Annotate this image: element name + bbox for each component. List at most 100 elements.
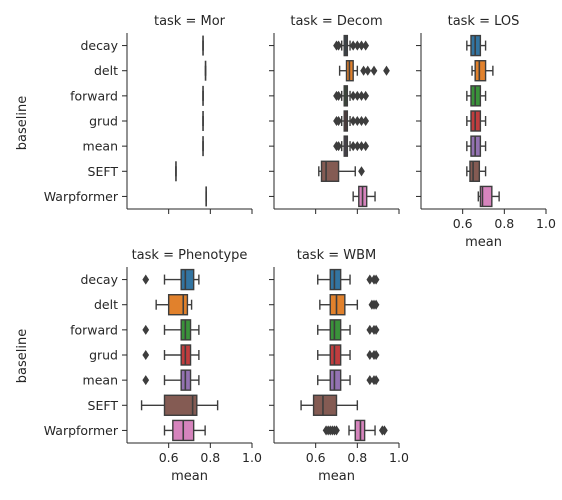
x-axis-label: mean: [465, 235, 502, 250]
panel-title: task = LOS: [448, 14, 520, 29]
box-Warpformer: [322, 419, 388, 442]
outlier-point: [335, 90, 342, 101]
y-tick-label: mean: [83, 373, 118, 388]
box-decay: [317, 268, 380, 291]
outlier-point: [362, 40, 370, 51]
box-forward: [333, 85, 370, 107]
box-grud: [317, 344, 380, 366]
outlier-point: [142, 274, 150, 285]
box-grud: [466, 110, 487, 132]
box-mean: [466, 135, 487, 157]
ylabel-bottom: baseline: [15, 329, 30, 383]
y-tick-label: grud: [89, 348, 118, 363]
x-tick-label: 0.8: [347, 450, 367, 465]
box-delt: [155, 294, 193, 316]
x-tick-label: 0.6: [159, 450, 179, 465]
ylabel-top: baseline: [15, 96, 30, 150]
box-delt: [319, 294, 380, 316]
panel-3: task = LOS 0.6 0.8 1.0 mean: [416, 14, 556, 250]
x-tick-label: 0.6: [453, 216, 473, 231]
box-decay: [333, 34, 370, 57]
y-tick-label: SEFT: [88, 398, 119, 413]
box-iqr: [180, 268, 195, 291]
box-grud: [333, 110, 370, 132]
panel-title: task = Decom: [290, 14, 382, 29]
box-forward: [142, 319, 200, 341]
box-forward: [317, 319, 380, 341]
panel-title: task = WBM: [297, 248, 377, 263]
box-mean: [142, 369, 200, 391]
box-iqr: [329, 294, 346, 316]
box-delt: [471, 60, 494, 82]
outlier-point: [372, 324, 380, 335]
panel-title: task = Phenotype: [132, 248, 248, 263]
box-SEFT: [140, 394, 219, 416]
outlier-point: [335, 141, 342, 152]
box-iqr: [329, 319, 342, 341]
box-iqr: [329, 268, 342, 291]
y-tick-label: forward: [70, 88, 118, 103]
outlier-point: [333, 425, 340, 436]
box-forward: [466, 85, 487, 107]
outlier-point: [142, 324, 150, 335]
y-tick-label: SEFT: [88, 164, 119, 179]
outlier-point: [335, 40, 342, 51]
box-SEFT: [466, 160, 487, 182]
box-iqr: [312, 394, 338, 416]
box-iqr: [329, 344, 342, 366]
outlier-point: [372, 349, 380, 361]
outlier-point: [370, 65, 378, 76]
outlier-point: [335, 115, 342, 127]
x-tick-label: 1.0: [242, 450, 262, 465]
panel-4: task = Phenotype decay delt forward grud mean…: [44, 248, 262, 484]
box-Warpformer: [477, 185, 500, 208]
box-grud: [142, 344, 200, 366]
outlier-point: [372, 274, 380, 285]
x-tick-label: 0.6: [306, 450, 326, 465]
panel-2: task = Decom: [269, 14, 400, 214]
box-iqr: [479, 185, 493, 208]
box-iqr: [469, 160, 481, 182]
box-delt: [338, 60, 390, 82]
box-decay: [466, 34, 487, 57]
x-tick-label: 0.8: [494, 216, 514, 231]
outlier-point: [372, 299, 380, 310]
panel-1: task = Mor decay delt forward grud mean SEFT Wa…: [44, 14, 253, 214]
panel-5: task = WBM 0.6 0.8 1.0 mean: [269, 248, 409, 484]
panel-title: task = Mor: [154, 14, 226, 29]
box-decay: [142, 268, 200, 291]
outlier-point: [362, 90, 370, 101]
box-iqr: [167, 294, 189, 316]
x-axis-label: mean: [171, 469, 208, 484]
outlier-point: [142, 349, 150, 361]
y-tick-label: decay: [80, 38, 118, 53]
outlier-point: [362, 141, 370, 152]
x-tick-label: 0.8: [200, 450, 220, 465]
outlier-point: [142, 375, 150, 386]
box-Warpformer: [352, 185, 376, 208]
outlier-point: [381, 425, 388, 436]
outlier-point: [364, 65, 372, 76]
box-Warpformer: [163, 419, 206, 442]
outlier-point: [362, 115, 370, 127]
x-axis-label: mean: [318, 469, 355, 484]
panels-layer: task = Mor decay delt forward grud mean SEFT Wa…: [44, 14, 556, 484]
outlier-point: [383, 65, 390, 76]
y-tick-label: decay: [80, 272, 118, 287]
outlier-point: [372, 375, 380, 386]
outlier-point: [358, 166, 365, 177]
box-mean: [317, 369, 380, 391]
box-SEFT: [318, 160, 365, 182]
box-iqr: [320, 160, 340, 182]
y-tick-label: delt: [94, 297, 118, 312]
box-SEFT: [300, 394, 359, 416]
y-tick-label: forward: [70, 322, 118, 337]
y-tick-label: Warpformer: [44, 189, 119, 204]
y-tick-label: grud: [89, 114, 118, 129]
box-iqr: [163, 394, 198, 416]
x-tick-label: 1.0: [536, 216, 556, 231]
y-tick-label: Warpformer: [44, 423, 119, 438]
box-mean: [333, 135, 370, 157]
box-iqr: [329, 369, 342, 391]
